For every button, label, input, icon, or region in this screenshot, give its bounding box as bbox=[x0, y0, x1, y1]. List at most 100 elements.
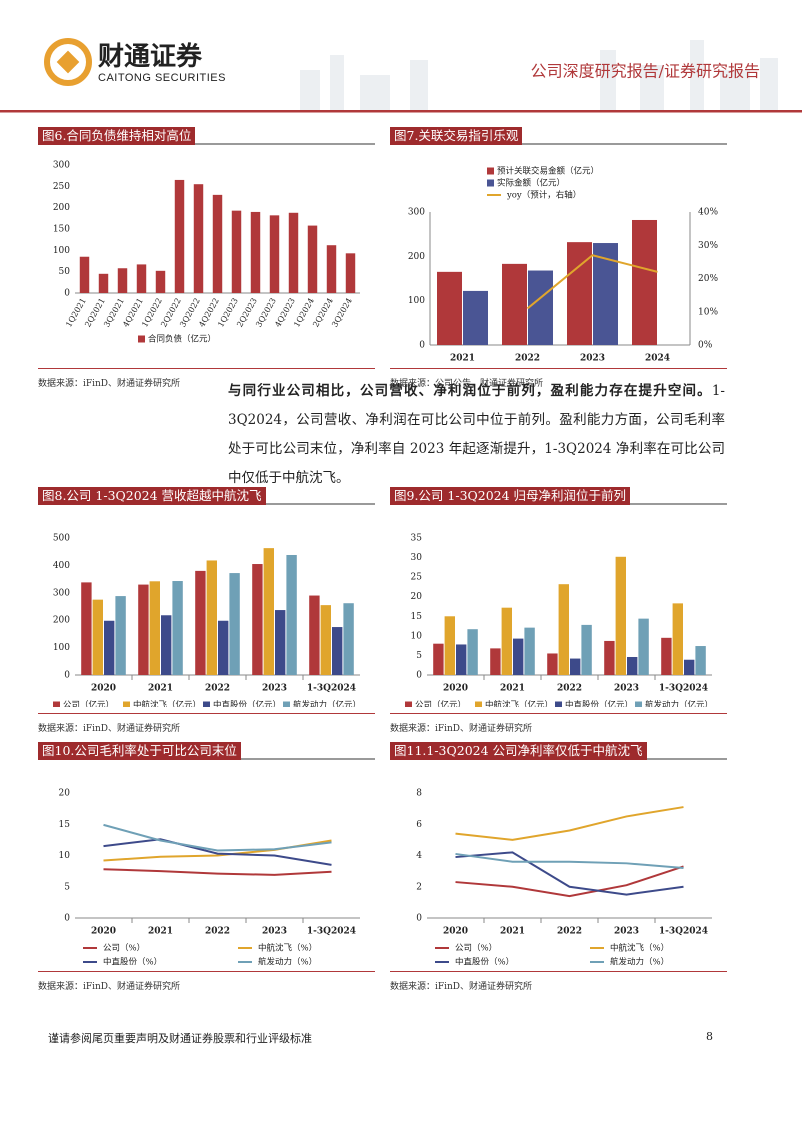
bar bbox=[286, 554, 297, 675]
chart: 0 5 10 15 20 25 30 35 2020 2021 2022 2023 1-3Q2024 公司… bbox=[405, 534, 713, 711]
bar bbox=[117, 268, 128, 293]
logo-mark bbox=[44, 38, 92, 86]
bar bbox=[632, 219, 657, 345]
x-tick-label: 2022 bbox=[205, 684, 230, 694]
y-tick-label: 20 bbox=[411, 592, 423, 602]
bar bbox=[695, 646, 706, 675]
bar bbox=[345, 253, 356, 293]
figure-source: 数据来源：iFinD、财通证券研究所 bbox=[38, 971, 375, 992]
legend-label: 中航沈飞（%） bbox=[258, 943, 317, 954]
series-line bbox=[103, 838, 332, 866]
bar bbox=[104, 620, 115, 675]
bar bbox=[250, 211, 261, 293]
bar bbox=[661, 637, 672, 675]
figure-title: 图8.公司 1-3Q2024 营收超越中航沈飞 bbox=[38, 487, 266, 505]
series-line bbox=[455, 806, 684, 841]
bar bbox=[79, 256, 90, 293]
y-tick-label: 5 bbox=[416, 651, 422, 661]
legend-label: 中航沈飞（亿元） bbox=[133, 700, 201, 708]
y-tick-label: 25 bbox=[411, 573, 423, 583]
y-tick-label: 4 bbox=[416, 851, 422, 861]
x-tick-label: 2021 bbox=[148, 927, 173, 937]
legend-label: 中直股份（%） bbox=[103, 957, 162, 966]
figure: 图7.关联交易指引乐观 0 100 200 300 0% 10% 20% 30% 40% 2021 2… bbox=[390, 125, 727, 389]
series-line bbox=[526, 254, 658, 310]
page-number: 8 bbox=[706, 1030, 713, 1043]
legend-label: 中航沈飞（%） bbox=[610, 943, 669, 954]
bar bbox=[581, 624, 592, 675]
bar bbox=[288, 212, 299, 293]
x-tick-label: 2023 bbox=[614, 927, 639, 937]
legend-label: 预计关联交易金额（亿元） bbox=[497, 166, 599, 177]
figure-title-bar: 图8.公司 1-3Q2024 营收超越中航沈飞 bbox=[38, 485, 375, 505]
series-line bbox=[455, 852, 684, 869]
bar bbox=[115, 596, 126, 675]
x-tick-label: 2022 bbox=[205, 927, 230, 937]
figure: 图9.公司 1-3Q2024 归母净利润位于前列 0 5 10 15 20 25 30 35 20… bbox=[390, 485, 727, 734]
y-tick-label: 15 bbox=[411, 612, 423, 622]
figure-title-bar: 图6.合同负债维持相对高位 bbox=[38, 125, 375, 145]
y-tick-label: 8 bbox=[416, 789, 422, 799]
x-tick-label: 2023 bbox=[262, 927, 287, 937]
bar bbox=[463, 290, 488, 345]
y-tick-label: 2 bbox=[416, 882, 422, 892]
y-tick-label: 250 bbox=[53, 182, 70, 192]
y-tick-label: 500 bbox=[53, 534, 70, 544]
bar bbox=[149, 581, 160, 675]
bar bbox=[343, 603, 354, 675]
y-tick-label: 15 bbox=[59, 820, 71, 830]
y2-tick-label: 0% bbox=[698, 341, 713, 351]
legend-label: 中直股份（亿元） bbox=[213, 700, 281, 708]
x-tick-label: 2021 bbox=[450, 354, 475, 363]
bar bbox=[672, 603, 683, 675]
legend-label: 公司（%） bbox=[455, 943, 497, 954]
x-tick-label: 2024 bbox=[645, 354, 670, 363]
y-tick-label: 100 bbox=[408, 296, 425, 306]
y-tick-label: 100 bbox=[53, 643, 70, 653]
bar bbox=[193, 184, 204, 293]
x-tick-label: 2022 bbox=[557, 684, 582, 694]
series-line bbox=[455, 865, 684, 898]
bar bbox=[212, 194, 223, 293]
bar bbox=[547, 653, 558, 675]
legend-swatch bbox=[487, 167, 494, 175]
bar bbox=[615, 556, 626, 675]
bar bbox=[467, 629, 478, 675]
bar bbox=[229, 573, 240, 675]
series-line bbox=[455, 851, 684, 896]
legend-label: 航发动力（%） bbox=[258, 957, 317, 966]
logo-cn: 财通证券 bbox=[98, 42, 203, 72]
figure-title: 图6.合同负债维持相对高位 bbox=[38, 127, 196, 145]
y-tick-label: 300 bbox=[53, 588, 70, 598]
legend-swatch bbox=[203, 701, 210, 709]
bar bbox=[98, 273, 109, 293]
legend-label: 中直股份（%） bbox=[455, 957, 514, 966]
x-tick-label: 1-3Q2024 bbox=[659, 684, 708, 694]
bar bbox=[558, 584, 569, 675]
legend-swatch bbox=[283, 701, 290, 709]
header: 财通证券 CAITONG SECURITIES 公司深度研究报告/证券研究报告 bbox=[0, 38, 802, 113]
legend-swatch bbox=[635, 701, 642, 709]
legend-label: 公司（亿元） bbox=[63, 700, 114, 708]
x-tick-label: 2022 bbox=[515, 354, 540, 363]
figure-title: 图7.关联交易指引乐观 bbox=[390, 127, 523, 145]
legend-swatch bbox=[138, 335, 145, 343]
bar bbox=[81, 582, 92, 675]
y-tick-label: 0 bbox=[416, 914, 422, 924]
y-tick-label: 0 bbox=[64, 671, 70, 681]
x-tick-label: 1-3Q2024 bbox=[659, 927, 708, 937]
bar bbox=[92, 599, 103, 675]
bar bbox=[320, 605, 331, 675]
figure-source: 数据来源：iFinD、财通证券研究所 bbox=[390, 713, 727, 734]
bar bbox=[269, 215, 280, 293]
legend-swatch bbox=[487, 179, 494, 187]
figure-source: 数据来源：iFinD、财通证券研究所 bbox=[38, 713, 375, 734]
y-tick-label: 100 bbox=[53, 246, 70, 256]
y-tick-label: 5 bbox=[64, 882, 70, 892]
legend-label: yoy（预计，右轴） bbox=[506, 190, 581, 201]
figure-title: 图11.1-3Q2024 公司净利率仅低于中航沈飞 bbox=[390, 742, 647, 760]
x-tick-label: 2020 bbox=[443, 684, 468, 694]
y2-tick-label: 20% bbox=[698, 274, 718, 284]
y-tick-label: 200 bbox=[408, 252, 425, 262]
